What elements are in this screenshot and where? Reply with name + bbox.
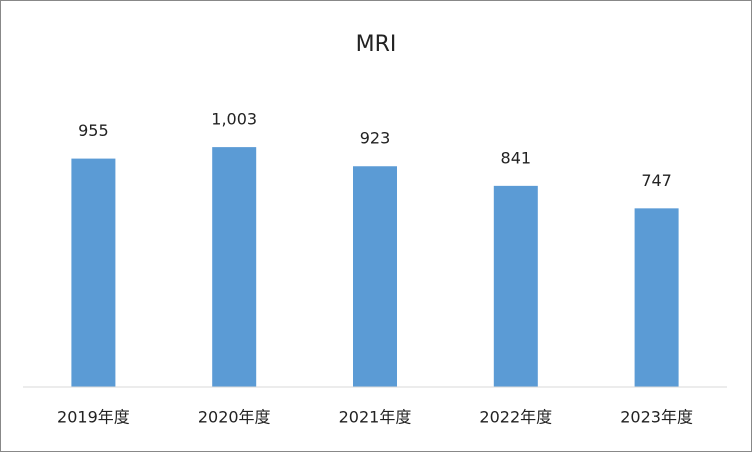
x-tick-label: 2019年度: [57, 408, 130, 427]
data-label: 1,003: [211, 110, 257, 129]
chart-title: MRI: [356, 32, 397, 57]
x-tick-label: 2022年度: [479, 408, 552, 427]
x-tick-label: 2020年度: [198, 408, 271, 427]
bar: [493, 185, 538, 387]
data-label: 747: [641, 171, 672, 190]
x-tick-label: 2023年度: [620, 408, 693, 427]
bar: [634, 208, 679, 387]
bar: [71, 158, 116, 387]
bar: [212, 147, 257, 387]
x-tick-label: 2021年度: [339, 408, 412, 427]
data-label: 955: [78, 121, 109, 140]
bar: [353, 166, 397, 387]
data-label: 923: [360, 129, 391, 148]
data-label: 841: [501, 148, 532, 167]
